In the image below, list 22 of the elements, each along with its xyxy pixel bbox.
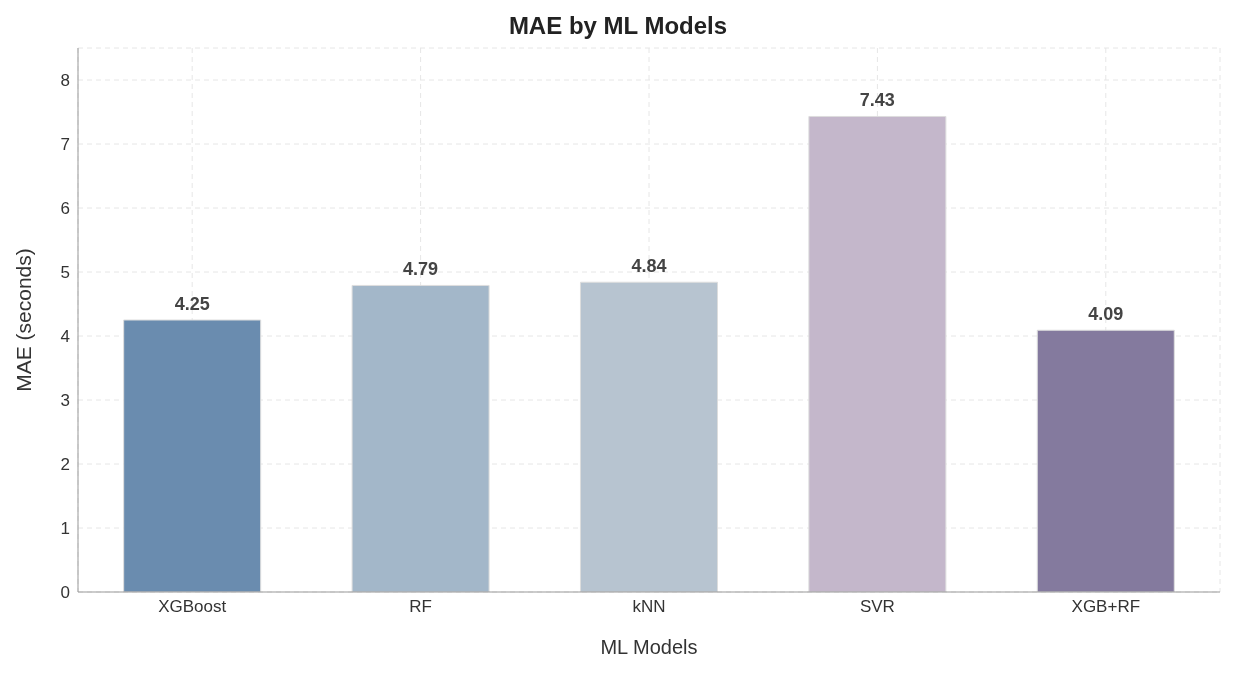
data-label: 4.09 (1088, 304, 1124, 325)
y-tick-label: 3 (60, 391, 70, 411)
x-axis-title: ML Models (600, 636, 698, 658)
data-label: 4.25 (174, 294, 210, 314)
y-tick-label: 1 (60, 519, 70, 539)
y-tick-label: 7 (60, 135, 70, 155)
x-tick-label: kNN (632, 597, 666, 617)
y-tick-label: 4 (60, 327, 70, 347)
chart-title: MAE by ML Models (507, 11, 729, 41)
data-label: 4.79 (403, 259, 439, 280)
y-tick-label: 5 (60, 263, 70, 283)
data-label: 4.84 (631, 256, 667, 277)
x-tick-label: XGB+RF (1071, 597, 1141, 617)
y-tick-label: 2 (60, 455, 70, 475)
x-tick-label: SVR (859, 597, 895, 617)
y-tick-label: 6 (60, 199, 70, 219)
x-tick-label: RF (409, 597, 432, 617)
y-tick-label: 8 (60, 71, 70, 91)
data-label: 7.43 (859, 90, 895, 111)
x-tick-label: XGBoost (158, 597, 227, 617)
y-axis-title: MAE (seconds) (12, 248, 36, 392)
y-tick-label: 0 (60, 583, 70, 603)
